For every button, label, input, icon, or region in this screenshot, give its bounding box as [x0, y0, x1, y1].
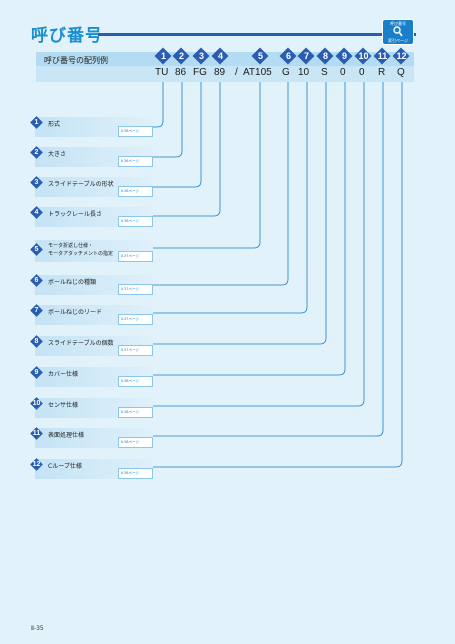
code-segment: S	[321, 67, 328, 78]
page-ref-link[interactable]: Ⅱ-38ページ	[118, 437, 153, 448]
item-row-ballscrew-lead: 7 ボールねじのリード Ⅱ-37ページ	[30, 304, 153, 325]
item-number-badge: 10	[30, 397, 43, 410]
item-label: 形式	[48, 121, 61, 128]
item-label: カバー仕様	[48, 371, 79, 378]
code-segment: 89	[214, 67, 226, 78]
page-ref-link[interactable]: Ⅱ-36ページ	[118, 216, 153, 227]
leader-line	[153, 82, 183, 158]
code-segment: 0	[340, 67, 346, 78]
item-row-table-shape: 3 スライドテーブルの形状 Ⅱ-36ページ	[30, 176, 153, 197]
page-title: 呼び番号	[31, 26, 103, 46]
item-row-table-count: 8 スライドテーブルの個数 Ⅱ-37ページ	[30, 335, 153, 356]
item-number-badge: 1	[30, 116, 43, 129]
code-segment: 86	[175, 67, 187, 78]
code-segment: G	[282, 67, 290, 78]
code-number-badge: 1	[154, 47, 172, 65]
code-number-badge: 10	[354, 47, 372, 65]
item-number-badge: 2	[30, 146, 43, 159]
item-number-badge: 11	[30, 427, 43, 440]
item-label: モータ折返し仕様・	[48, 243, 94, 249]
code-segment: R	[378, 67, 386, 78]
item-label-line2: モータアタッチメントの指定	[48, 251, 114, 257]
item-label: スライドテーブルの個数	[48, 340, 114, 347]
search-icon	[393, 26, 403, 37]
title-rule	[98, 33, 416, 36]
item-number-badge: 9	[30, 366, 43, 379]
page-ref-link[interactable]: Ⅱ-38ページ	[118, 407, 153, 418]
leader-line	[153, 82, 202, 188]
page-ref-link[interactable]: Ⅱ-37ページ	[118, 251, 153, 262]
code-segment: AT105	[243, 67, 272, 78]
leader-line	[153, 82, 365, 407]
code-number-badge: 9	[335, 47, 353, 65]
item-row-c-loop: 12 Cループ仕様 Ⅱ-38ページ	[30, 458, 153, 479]
code-segment: TU	[155, 67, 169, 78]
index-badge-bottom-label: 索引ページ	[388, 38, 408, 43]
code-number-badge: 7	[297, 47, 315, 65]
code-separator: /	[235, 67, 238, 78]
item-number-badge: 6	[30, 274, 43, 287]
code-segment: Q	[397, 67, 405, 78]
page-ref-link[interactable]: Ⅱ-38ページ	[118, 376, 153, 387]
page-ref-link[interactable]: Ⅱ-38ページ	[118, 468, 153, 479]
code-number-badge: 4	[211, 47, 229, 65]
item-row-size: 2 大きさ Ⅱ-36ページ	[30, 146, 153, 167]
config-label: 呼び番号の配列例	[44, 56, 108, 65]
item-row-rail-length: 4 トラックレール長さ Ⅱ-36ページ	[30, 206, 153, 227]
item-label: 表面処理仕様	[48, 432, 85, 439]
item-row-model: 1 形式 Ⅱ-36ページ	[30, 116, 153, 137]
item-label: センサ仕様	[48, 402, 79, 409]
code-number-badge: 11	[373, 47, 391, 65]
leader-line	[153, 82, 384, 437]
item-label: ボールねじの種類	[48, 279, 97, 286]
leader-line	[153, 82, 403, 468]
page-ref-link[interactable]: Ⅱ-37ページ	[118, 345, 153, 356]
item-label: 大きさ	[48, 151, 67, 158]
item-number-badge: 12	[30, 458, 43, 471]
page-ref-link[interactable]: Ⅱ-36ページ	[118, 186, 153, 197]
code-number-badge: 12	[392, 47, 410, 65]
page-ref-link[interactable]: Ⅱ-36ページ	[118, 126, 153, 137]
item-label: ボールねじのリード	[48, 309, 103, 316]
item-row-ballscrew-type: 6 ボールねじの種類 Ⅱ-37ページ	[30, 274, 153, 295]
leader-line	[153, 82, 346, 376]
leader-line	[153, 82, 327, 345]
code-segment: 0	[359, 67, 365, 78]
page-ref-link[interactable]: Ⅱ-37ページ	[118, 284, 153, 295]
item-number-badge: 4	[30, 206, 43, 219]
leader-line	[153, 82, 308, 314]
item-number-badge: 5	[30, 243, 43, 256]
leader-line	[153, 82, 261, 249]
item-number-badge: 7	[30, 304, 43, 317]
code-number-badge: 2	[172, 47, 190, 65]
item-label: スライドテーブルの形状	[48, 181, 114, 188]
code-number-badge: 6	[279, 47, 297, 65]
page-ref-link[interactable]: Ⅱ-36ページ	[118, 156, 153, 167]
code-number-badge: 5	[251, 47, 269, 65]
leader-line	[153, 82, 221, 217]
item-row-sensor: 10 センサ仕様 Ⅱ-38ページ	[30, 397, 153, 418]
item-number-badge: 8	[30, 335, 43, 348]
item-number-badge: 3	[30, 176, 43, 189]
item-label: Cループ仕様	[48, 463, 82, 470]
code-segment: 10	[298, 67, 310, 78]
item-row-cover: 9 カバー仕様 Ⅱ-38ページ	[30, 366, 153, 387]
code-segment: FG	[193, 67, 207, 78]
code-number-badge: 3	[192, 47, 210, 65]
index-page-button[interactable]: 呼び番号 索引ページ	[382, 19, 414, 45]
leader-line	[153, 82, 164, 128]
item-row-motor: 5 モータ折返し仕様・ モータアタッチメントの指定 Ⅱ-37ページ	[30, 240, 153, 262]
item-row-surface: 11 表面処理仕様 Ⅱ-38ページ	[30, 427, 153, 448]
code-number-badge: 8	[316, 47, 334, 65]
item-label: トラックレール長さ	[48, 211, 103, 218]
page-ref-link[interactable]: Ⅱ-37ページ	[118, 314, 153, 325]
page-number: Ⅱ-35	[31, 625, 44, 632]
leader-line	[153, 82, 289, 286]
index-badge-top-label: 呼び番号	[390, 21, 406, 26]
